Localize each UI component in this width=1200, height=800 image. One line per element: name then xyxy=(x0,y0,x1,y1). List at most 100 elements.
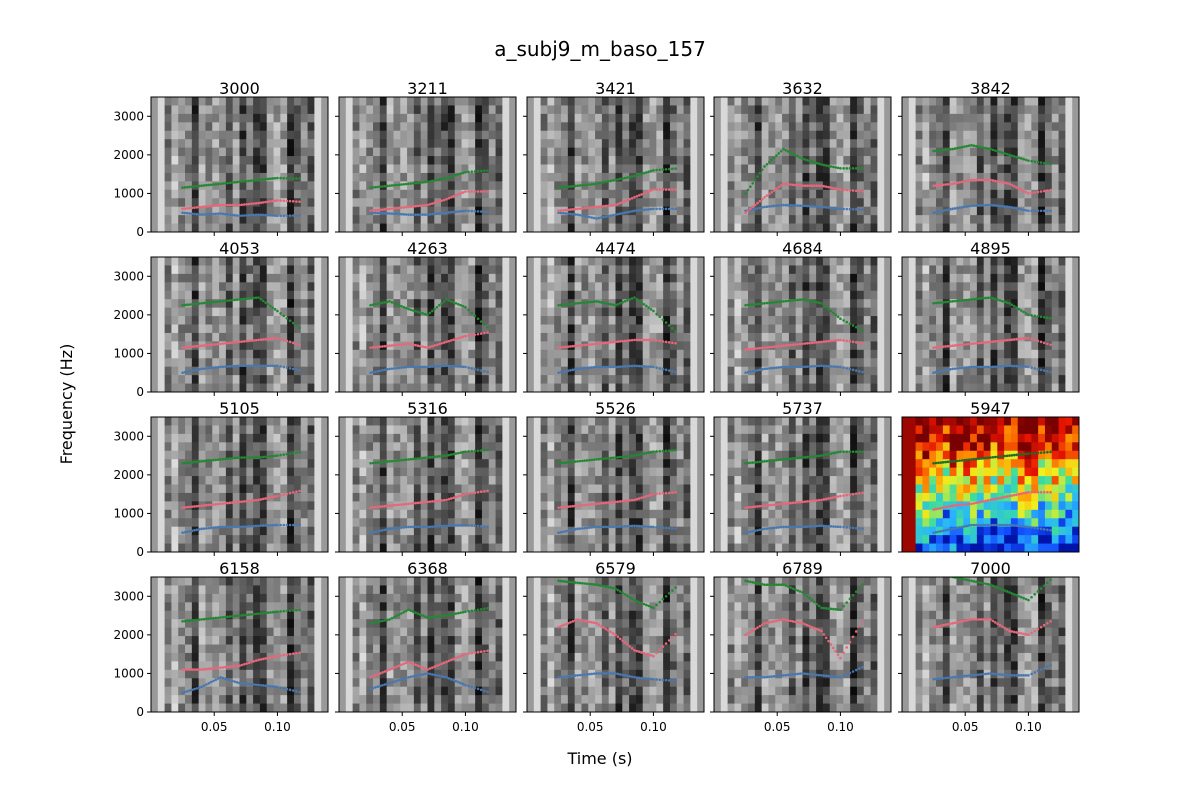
track-point xyxy=(254,296,258,300)
track-point xyxy=(967,618,971,622)
track-point xyxy=(483,323,486,326)
track-point xyxy=(749,303,752,307)
track-point xyxy=(381,671,384,674)
panel-4684: 4684 xyxy=(710,239,892,396)
track-point xyxy=(813,454,816,458)
track-point xyxy=(805,594,809,598)
track-point xyxy=(214,666,218,670)
track-point xyxy=(298,450,301,454)
track-point xyxy=(254,683,258,687)
track-point xyxy=(611,365,615,369)
track-point xyxy=(419,204,422,208)
track-point xyxy=(803,500,807,503)
track-point xyxy=(621,673,624,677)
track-point xyxy=(288,177,292,180)
track-point xyxy=(628,339,632,342)
track-point xyxy=(266,684,270,688)
track-point xyxy=(667,167,671,171)
spectrogram-image xyxy=(151,417,328,552)
track-point xyxy=(618,525,622,528)
track-point xyxy=(207,667,210,671)
track-point xyxy=(569,505,572,508)
track-point xyxy=(1005,301,1009,304)
track-point xyxy=(557,209,560,213)
spectrogram-image xyxy=(714,97,891,232)
x-tick-label: 0.05 xyxy=(389,720,416,734)
track-point xyxy=(667,526,671,530)
track-point xyxy=(414,181,417,185)
track-point xyxy=(998,365,1002,368)
track-point xyxy=(946,148,950,151)
track-point xyxy=(378,620,382,623)
track-point xyxy=(664,321,668,324)
track-point xyxy=(794,183,797,187)
track-point xyxy=(592,216,596,220)
track-point xyxy=(592,525,596,529)
track-point xyxy=(238,664,241,668)
track-point xyxy=(254,612,258,616)
track-point xyxy=(808,159,811,163)
track-point xyxy=(291,214,295,217)
track-point xyxy=(630,209,634,213)
track-point xyxy=(770,301,773,304)
track-point xyxy=(803,455,807,459)
track-point xyxy=(982,341,985,344)
track-point xyxy=(597,205,601,208)
track-point xyxy=(369,303,372,307)
track-point xyxy=(1005,523,1009,527)
track-point xyxy=(378,208,382,212)
track-point xyxy=(998,455,1002,458)
track-point xyxy=(416,664,420,668)
track-point xyxy=(813,524,816,528)
track-point xyxy=(445,176,448,180)
spectrogram-image xyxy=(151,97,328,232)
track-point xyxy=(791,299,795,302)
track-point xyxy=(642,495,646,499)
track-point xyxy=(264,364,267,368)
track-point xyxy=(295,177,298,180)
track-point xyxy=(181,531,184,535)
track-point xyxy=(836,653,840,656)
track-point xyxy=(276,685,279,689)
track-point xyxy=(623,339,627,343)
track-f1 xyxy=(744,364,864,375)
track-point xyxy=(454,452,458,455)
track-point xyxy=(428,180,432,183)
track-point xyxy=(454,524,458,527)
track-point xyxy=(628,499,632,502)
track-point xyxy=(583,526,586,530)
track-point xyxy=(1022,491,1025,495)
track-point xyxy=(858,189,861,193)
track-point xyxy=(777,204,781,207)
track-f1 xyxy=(932,663,1052,681)
track-point xyxy=(609,525,613,529)
track-point xyxy=(786,299,790,303)
track-point xyxy=(571,368,575,372)
track-point xyxy=(974,178,978,182)
track-point xyxy=(635,676,639,679)
track-point xyxy=(946,208,950,212)
track-point xyxy=(1003,495,1007,499)
track-point xyxy=(805,455,809,459)
track-point xyxy=(832,311,835,315)
track-point xyxy=(801,672,804,675)
track-point xyxy=(190,688,194,692)
track-point xyxy=(801,342,804,346)
track-point xyxy=(595,217,598,220)
track-point xyxy=(1046,369,1049,373)
track-point xyxy=(848,597,852,601)
track-point xyxy=(397,664,401,668)
track-point xyxy=(948,368,952,371)
track-point xyxy=(602,457,605,461)
track-point xyxy=(974,673,978,677)
track-point xyxy=(1027,159,1030,162)
track-point xyxy=(626,643,629,646)
track-point xyxy=(813,364,816,368)
track-point xyxy=(223,365,227,368)
track-point xyxy=(393,207,396,210)
track-point xyxy=(640,452,643,456)
track-point xyxy=(661,367,665,371)
